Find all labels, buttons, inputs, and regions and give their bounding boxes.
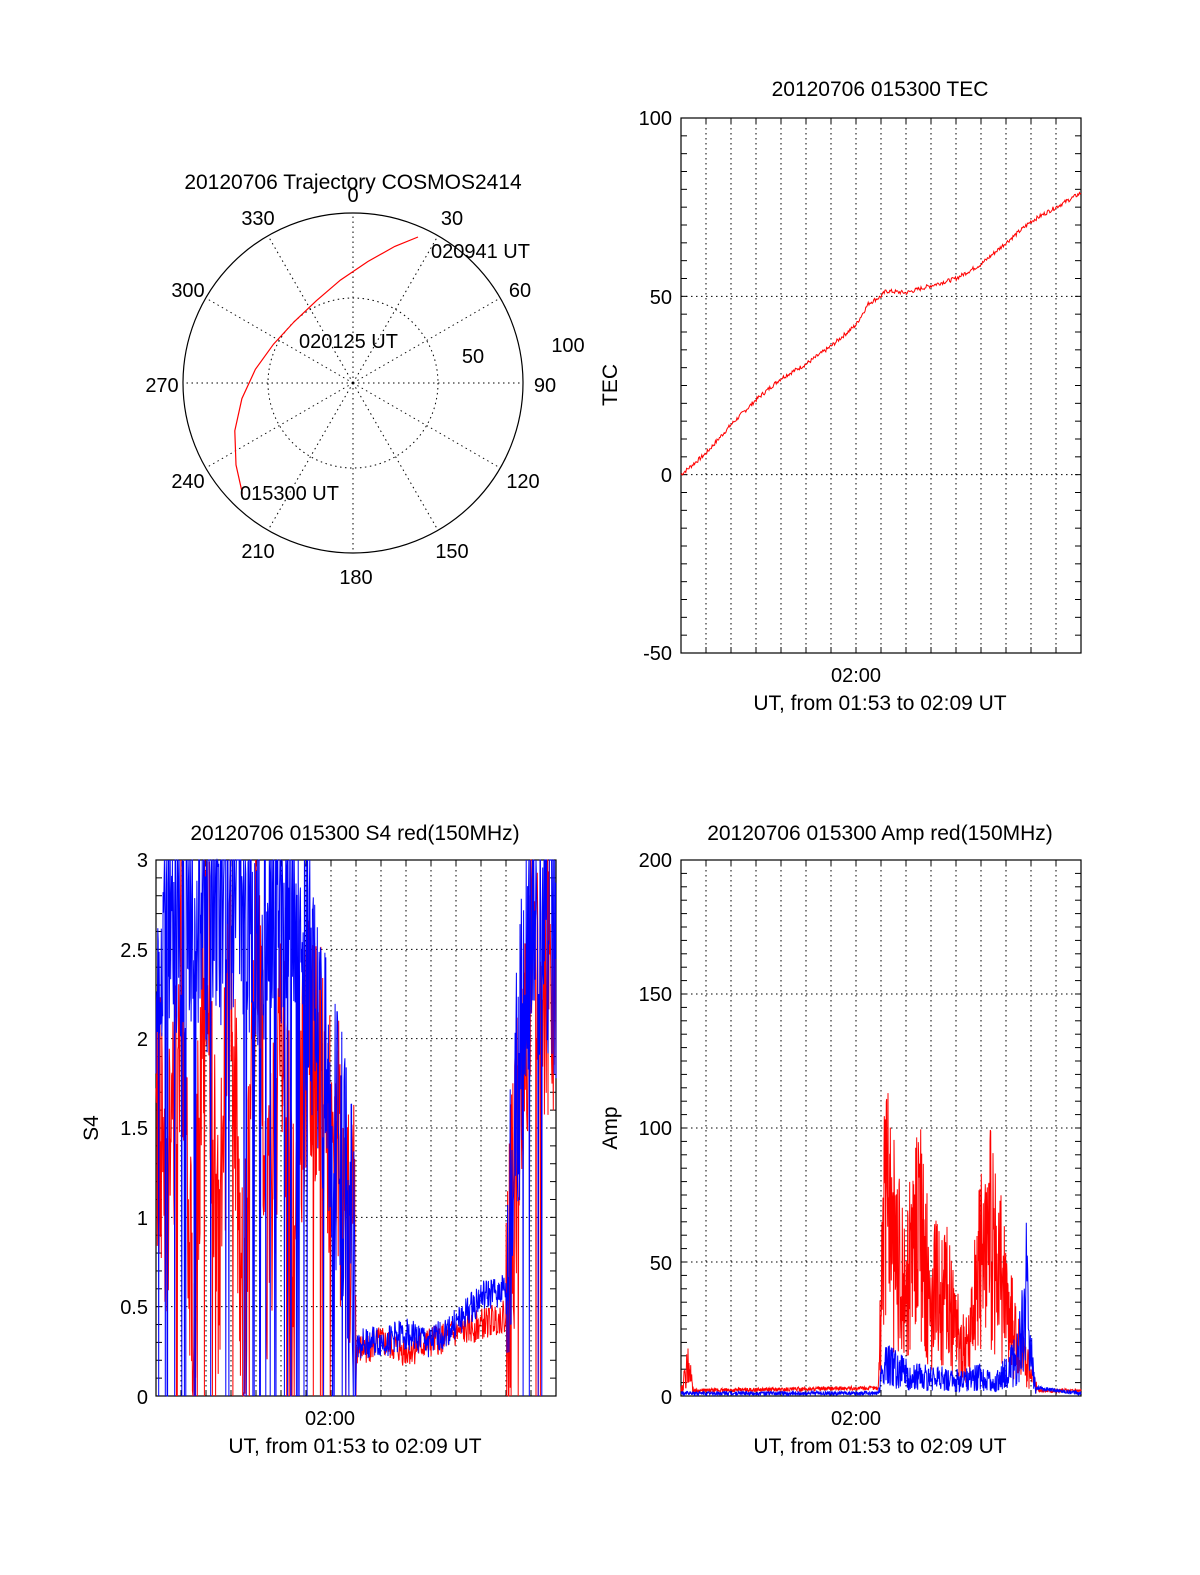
trajectory-start-annotation: 015300 UT (240, 483, 339, 505)
az-label: 300 (171, 280, 204, 302)
s4-x-label: UT, from 01:53 to 02:09 UT (228, 1435, 481, 1458)
polar-trajectory-chart: 20120706 Trajectory COSMOS2414 0 30 60 9… (145, 171, 584, 589)
tec-y-tick: 0 (661, 465, 672, 487)
az-label: 240 (171, 471, 204, 493)
az-label: 330 (241, 208, 274, 230)
amp-y-tick: 200 (639, 850, 672, 872)
s4-series (155, 858, 557, 1397)
s4-y-tick: 1.5 (120, 1118, 148, 1140)
polar-spoke (352, 382, 439, 531)
az-label: 150 (435, 541, 468, 563)
tec-x-tick: 02:00 (831, 665, 881, 687)
amp-x-tick: 02:00 (831, 1408, 881, 1430)
s4-title: 20120706 015300 S4 red(150MHz) (190, 822, 519, 845)
s4-chart: 20120706 015300 S4 red(150MHz) 3 2.5 2 1… (80, 822, 557, 1458)
s4-y-tick: 3 (137, 850, 148, 872)
series-line (155, 858, 557, 1397)
s4-y-tick: 0.5 (120, 1297, 148, 1319)
polar-spoke (267, 382, 354, 531)
tec-y-label: TEC (599, 364, 622, 406)
az-label: 270 (145, 375, 178, 397)
amp-chart: 20120706 015300 Amp red(150MHz) 200 150 … (599, 822, 1082, 1458)
tec-grid (681, 118, 1081, 653)
s4-x-tick: 02:00 (305, 1408, 355, 1430)
amp-y-tick: 150 (639, 984, 672, 1006)
tec-plot-frame (680, 117, 1082, 654)
az-label: 30 (441, 208, 463, 230)
s4-y-tick: 1 (137, 1208, 148, 1230)
radial-label: 100 (551, 335, 584, 357)
polar-spoke (352, 297, 501, 384)
tec-title: 20120706 015300 TEC (772, 78, 989, 101)
s4-y-tick: 0 (137, 1387, 148, 1409)
tec-y-tick: 100 (639, 108, 672, 130)
amp-y-label: Amp (599, 1106, 622, 1149)
polar-outer-circle (182, 212, 524, 554)
amp-series (680, 1093, 1082, 1398)
az-label: 60 (509, 280, 531, 302)
az-label: 0 (347, 185, 358, 207)
polar-title: 20120706 Trajectory COSMOS2414 (184, 171, 522, 194)
polar-spoke (352, 235, 439, 384)
amp-y-tick: 0 (661, 1387, 672, 1409)
tec-series (680, 191, 1082, 476)
s4-y-tick: 2.5 (120, 940, 148, 962)
amp-y-tick: 100 (639, 1118, 672, 1140)
polar-spoke (267, 235, 354, 384)
amp-y-tick: 50 (650, 1253, 672, 1275)
tec-y-tick: -50 (643, 643, 672, 665)
tec-minor-ticks (681, 118, 1081, 653)
polar-spoke (205, 382, 354, 469)
amp-x-label: UT, from 01:53 to 02:09 UT (753, 1435, 1006, 1458)
trajectory-end-annotation: 020941 UT (431, 241, 530, 263)
polar-grid (183, 213, 523, 553)
az-label: 180 (339, 567, 372, 589)
polar-azimuth-labels: 0 30 60 90 120 150 180 210 240 270 300 3… (145, 185, 556, 589)
amp-title: 20120706 015300 Amp red(150MHz) (707, 822, 1053, 845)
trajectory-mid-annotation: 020125 UT (299, 331, 398, 353)
tec-chart: 20120706 015300 TEC 100 50 0 -50 02:00 U… (599, 78, 1082, 715)
trajectory-line (234, 236, 419, 494)
amp-grid (681, 860, 1081, 1396)
polar-spoke (352, 382, 501, 469)
az-label: 210 (241, 541, 274, 563)
series-line (680, 1222, 1082, 1398)
polar-spoke (205, 297, 354, 384)
radial-label: 50 (462, 346, 484, 368)
amp-plot-frame (680, 859, 1082, 1397)
tec-y-tick: 50 (650, 287, 672, 309)
s4-y-label: S4 (80, 1115, 103, 1141)
az-label: 120 (506, 471, 539, 493)
tec-x-label: UT, from 01:53 to 02:09 UT (753, 692, 1006, 715)
s4-y-tick: 2 (137, 1029, 148, 1051)
series-line (680, 191, 1082, 476)
az-label: 90 (534, 375, 556, 397)
